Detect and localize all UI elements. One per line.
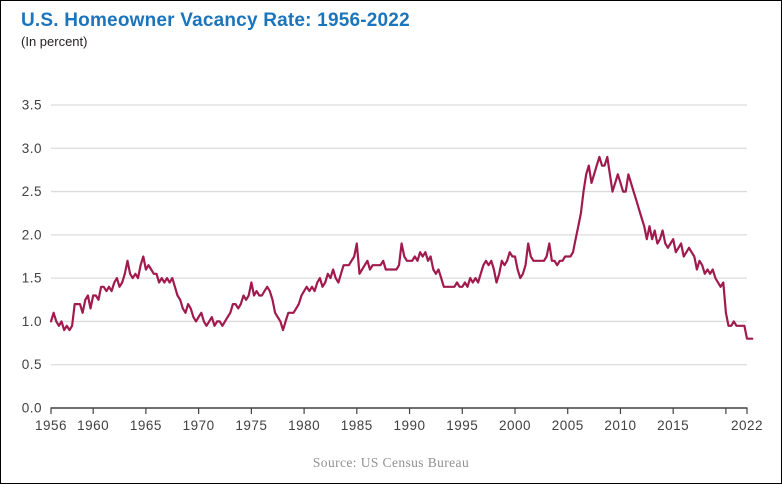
x-tick-label: 1956 xyxy=(35,418,67,433)
chart-title: U.S. Homeowner Vacancy Rate: 1956-2022 xyxy=(21,10,410,31)
x-tick-label: 2005 xyxy=(552,418,584,433)
x-tick-label: 2015 xyxy=(657,418,689,433)
x-tick-label: 1960 xyxy=(77,418,109,433)
x-tick-label: 1985 xyxy=(341,418,373,433)
chart-subtitle: (In percent) xyxy=(21,34,88,49)
y-tick-label: 2.0 xyxy=(22,227,42,242)
x-tick-label: 1975 xyxy=(235,418,267,433)
source-note: Source: US Census Bureau xyxy=(312,455,470,470)
y-tick-label: 1.0 xyxy=(22,314,42,329)
x-tick-label: 2000 xyxy=(499,418,531,433)
x-tick-label: 1965 xyxy=(130,418,162,433)
y-tick-label: 3.5 xyxy=(22,98,42,113)
y-tick-label: 0.0 xyxy=(22,401,42,416)
x-tick-label: 2010 xyxy=(604,418,636,433)
y-tick-label: 2.5 xyxy=(22,184,42,199)
x-tick-label: 1995 xyxy=(446,418,478,433)
vacancy-rate-line xyxy=(49,155,754,340)
y-tick-label: 1.5 xyxy=(22,271,42,286)
y-tick-label: 0.5 xyxy=(22,357,42,372)
y-tick-label: 3.0 xyxy=(22,141,42,156)
x-tick-label: 1980 xyxy=(288,418,320,433)
x-tick-label: 2022 xyxy=(731,418,763,433)
x-tick-label: 1970 xyxy=(183,418,215,433)
x-tick-label: 1990 xyxy=(394,418,426,433)
